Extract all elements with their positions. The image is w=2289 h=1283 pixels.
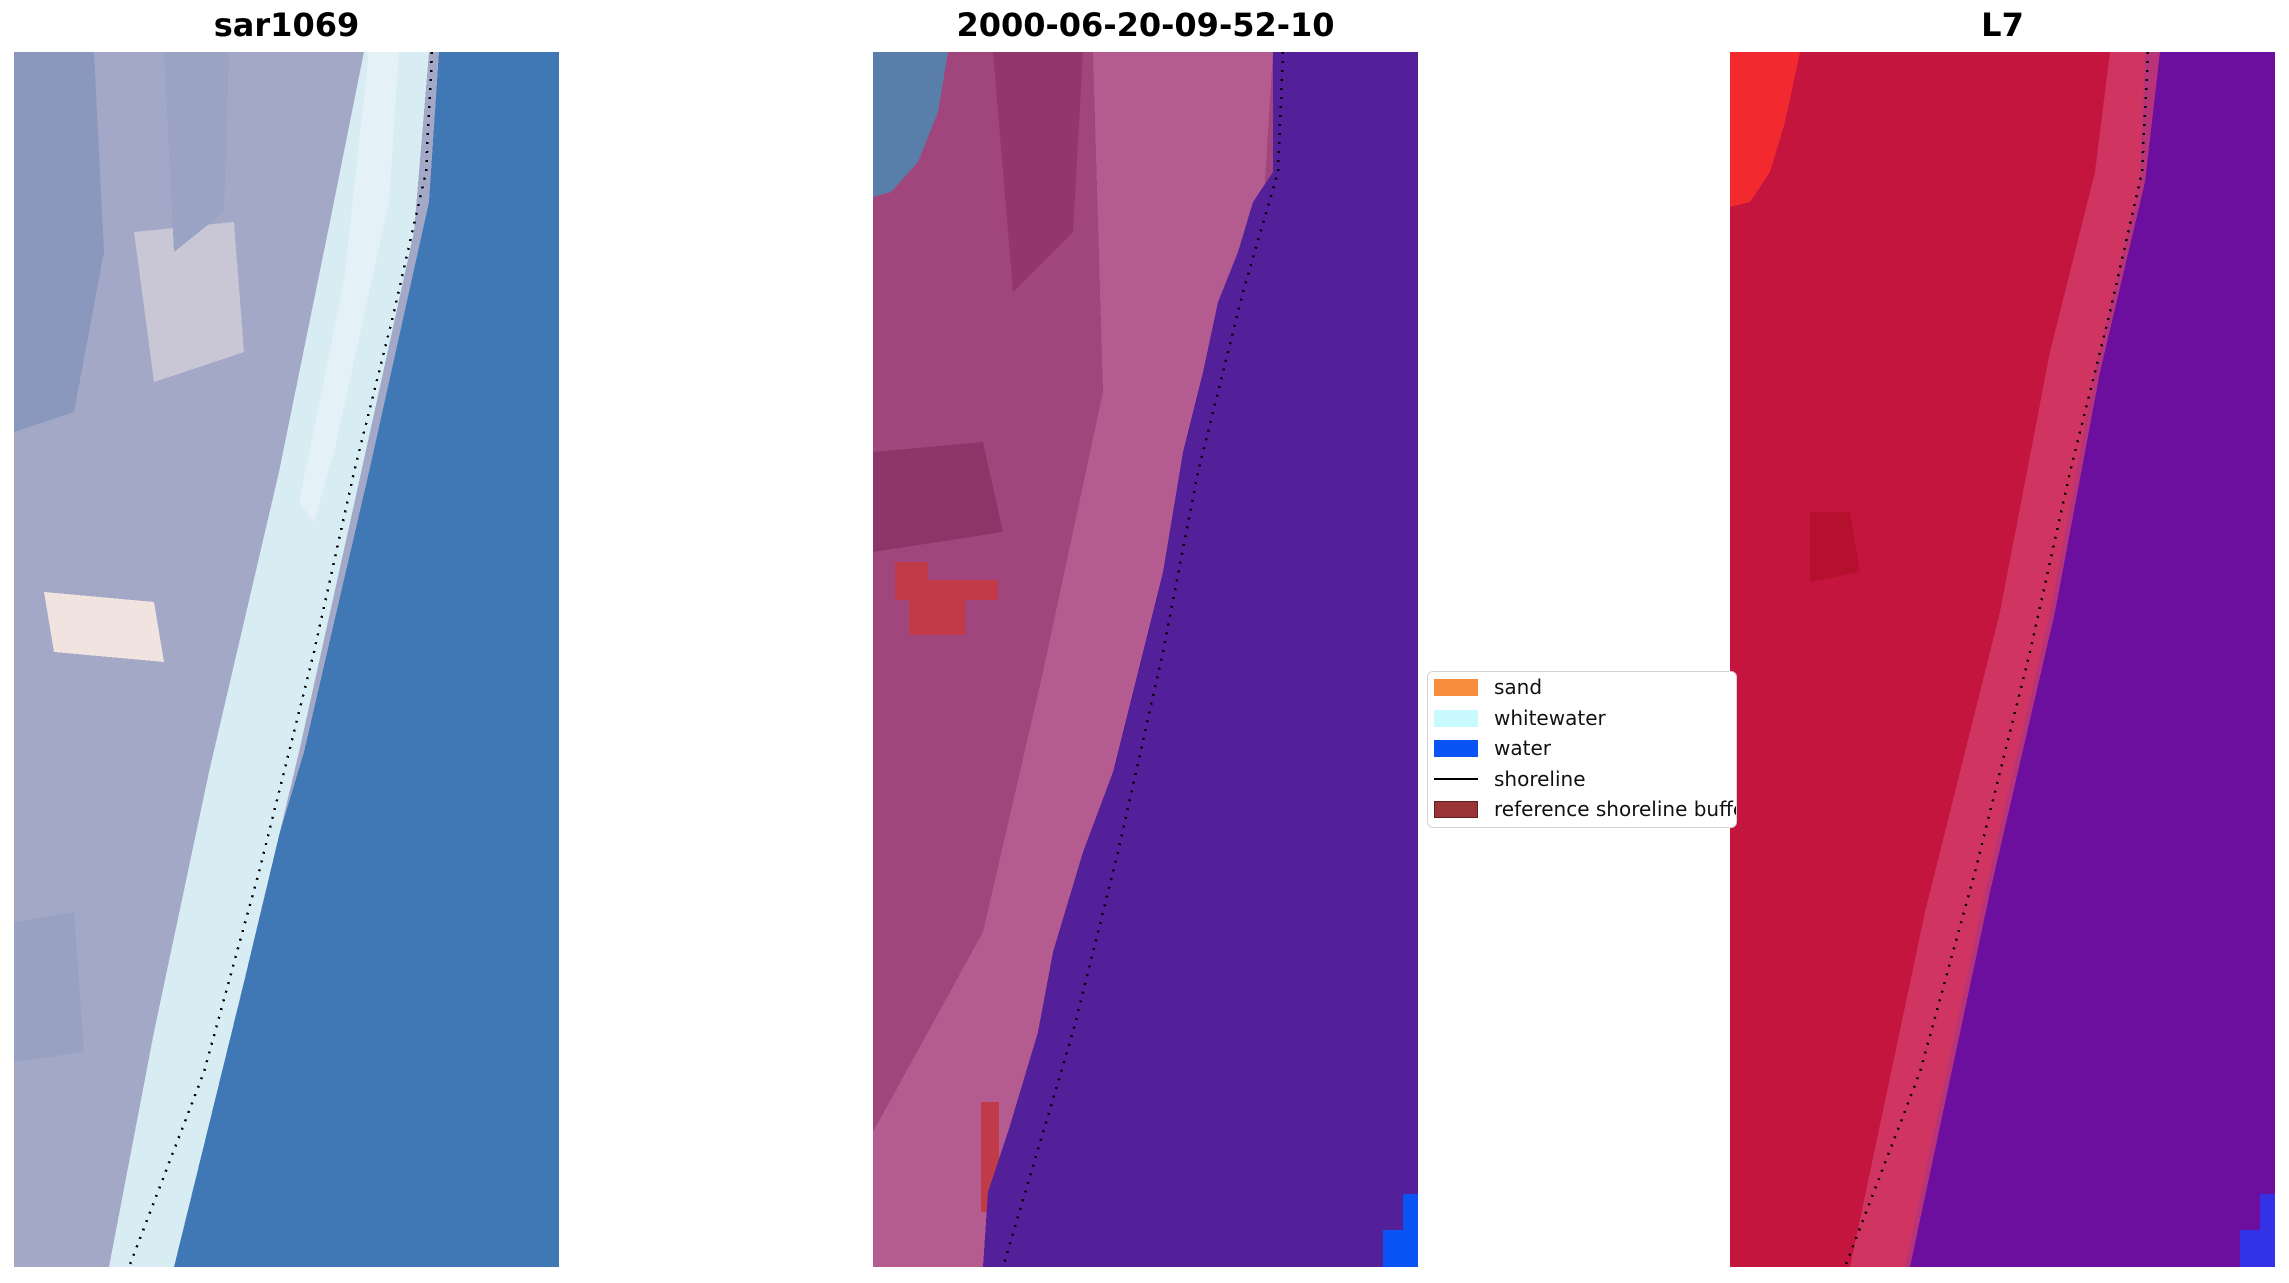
legend-swatch-whitewater: [1434, 709, 1478, 727]
legend-label-reference-buffer: reference shoreline buffer: [1494, 797, 1737, 821]
legend-item-whitewater: whitewater: [1434, 706, 1606, 730]
legend-line-shoreline: [1434, 778, 1478, 780]
legend-item-shoreline: shoreline: [1434, 767, 1586, 791]
index-image-panel: [1730, 52, 2275, 1267]
legend-swatch-water: [1434, 739, 1478, 757]
panel-title-index: L7: [1981, 6, 2024, 44]
shoreline-index: [1843, 52, 2150, 1267]
legend-label-water: water: [1494, 736, 1551, 760]
legend-label-sand: sand: [1494, 675, 1543, 699]
legend-swatch-reference-buffer: [1434, 800, 1478, 818]
panel-title-rgb: sar1069: [213, 6, 360, 44]
rgb-image: [14, 52, 559, 1267]
rgb-image-panel: [14, 52, 559, 1267]
panel-title-classified: 2000-06-20-09-52-10: [956, 6, 1335, 44]
legend-item-water: water: [1434, 736, 1551, 760]
classified-image: [873, 52, 1418, 1267]
legend-item-reference-buffer: reference shoreline buffer: [1434, 797, 1737, 821]
legend: sand whitewater water shoreline referenc…: [1427, 671, 1737, 828]
legend-item-sand: sand: [1434, 675, 1542, 699]
legend-label-shoreline: shoreline: [1494, 767, 1586, 791]
index-image: [1730, 52, 2275, 1267]
legend-swatch-sand: [1434, 678, 1478, 696]
shoreline-classified: [1001, 52, 1285, 1267]
legend-label-whitewater: whitewater: [1494, 706, 1606, 730]
classified-image-panel: [873, 52, 1418, 1267]
shoreline-rgb: [127, 52, 434, 1267]
